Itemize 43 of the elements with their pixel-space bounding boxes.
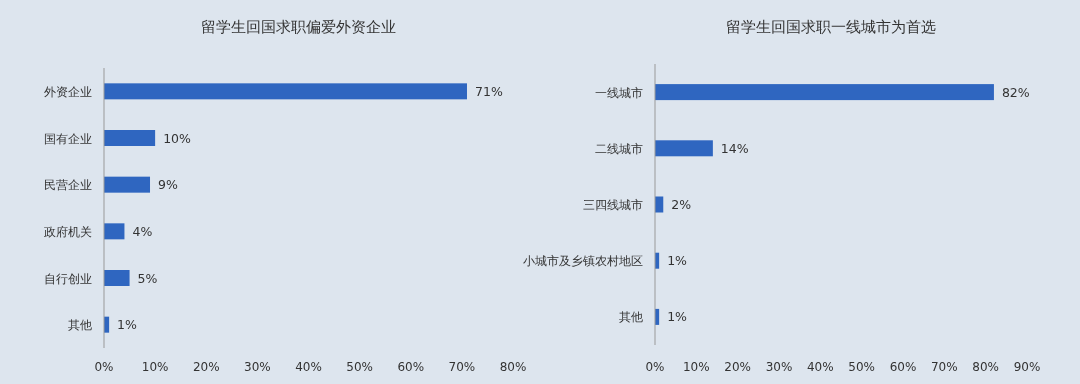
xtick: 40%: [295, 360, 322, 374]
xtick: 40%: [807, 360, 834, 374]
value-label: 2%: [671, 197, 692, 212]
title: 留学生回国求职一线城市为首选: [726, 18, 936, 36]
xtick: 50%: [848, 360, 875, 374]
xtick: 20%: [192, 360, 220, 374]
xtick: 80%: [972, 360, 999, 374]
value-label: 10%: [163, 130, 191, 146]
category: 其他: [68, 318, 92, 333]
xtick: 30%: [244, 360, 271, 374]
xtick: 70%: [448, 360, 476, 374]
category: 三四线城市: [583, 198, 643, 212]
value-label: 4%: [132, 223, 153, 239]
category: 政府机关: [44, 224, 92, 239]
xtick: 70%: [931, 360, 958, 374]
xtick: 20%: [724, 360, 751, 374]
value-label: 71%: [475, 83, 503, 99]
category: 外资企业: [44, 84, 92, 99]
category: 二线城市: [595, 141, 643, 156]
value-label: 14%: [720, 140, 749, 156]
value-label: 1%: [667, 253, 687, 269]
category: 国有企业: [44, 131, 92, 146]
value-label: 5%: [137, 270, 158, 286]
value-label: 82%: [1001, 84, 1030, 100]
category: 民营企业: [44, 178, 92, 193]
xtick: 90%: [1013, 360, 1041, 374]
xtick: 0%: [94, 360, 114, 374]
category: 小城市及乡镇农村地区: [523, 254, 643, 269]
value-label: 1%: [667, 309, 687, 325]
category: 一线城市: [595, 85, 643, 100]
title: 留学生回国求职偏爱外资企业: [201, 18, 396, 36]
category: 自行创业: [44, 271, 92, 286]
xtick: 50%: [346, 360, 373, 374]
value-label: 1%: [117, 317, 137, 333]
category: 其他: [619, 310, 643, 325]
xtick: 60%: [397, 360, 425, 374]
value-label: 9%: [158, 177, 178, 193]
xtick: 10%: [683, 360, 710, 374]
xtick: 80%: [499, 360, 527, 374]
xtick: 0%: [645, 360, 665, 374]
xtick: 10%: [141, 360, 169, 374]
xtick: 60%: [889, 360, 917, 374]
xtick: 30%: [765, 360, 793, 374]
